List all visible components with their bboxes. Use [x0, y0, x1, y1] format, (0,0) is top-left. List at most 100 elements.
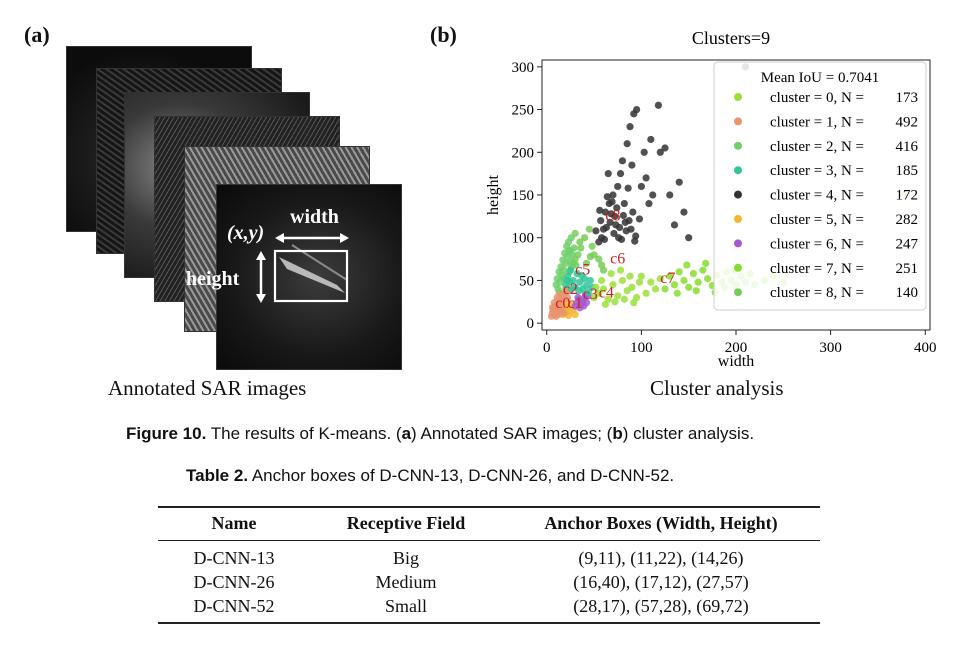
scatter-point [601, 208, 610, 216]
scatter-point [615, 234, 623, 242]
scatter-point [601, 300, 610, 308]
scatter-point [588, 242, 596, 250]
figure-caption-a: a [401, 424, 412, 443]
scatter-point [559, 256, 567, 264]
scatter-point [626, 272, 634, 280]
legend-marker [734, 141, 742, 150]
y-tick-label: 200 [512, 145, 535, 161]
legend-entry-count: 251 [896, 261, 919, 277]
scatter-point [640, 148, 648, 156]
figure-caption-text-2: ) Annotated SAR images; ( [411, 424, 613, 443]
cell-anchor-boxes: (16,40), (17,12), (27,57) [573, 572, 749, 592]
scatter-point [630, 299, 638, 307]
x-tick-label: 300 [819, 340, 842, 356]
legend-entry-label: cluster = 2, N = [770, 139, 864, 155]
scatter-point [683, 261, 691, 269]
x-axis-label: width [718, 353, 754, 370]
scatter-point [631, 237, 639, 245]
figure-caption-text-3: ) cluster analysis. [622, 424, 755, 443]
legend-marker [734, 239, 742, 248]
x-tick-label: 100 [630, 340, 653, 356]
scatter-point [595, 289, 603, 297]
scatter-point [675, 178, 683, 186]
scatter-point [612, 221, 620, 229]
scatter-point [635, 278, 644, 286]
x-tick-label: 200 [725, 340, 748, 356]
legend-entry-count: 416 [896, 139, 919, 155]
scatter-point [563, 293, 572, 302]
scatter-point [558, 302, 566, 310]
scatter-point [623, 140, 631, 148]
scatter-point [628, 161, 636, 169]
scatter-point [685, 234, 693, 242]
table-row: D-CNN-26 Medium (16,40), (17,12), (27,57… [158, 570, 820, 594]
scatter-point [590, 293, 598, 302]
scatter-point [647, 278, 655, 286]
legend-entry-count: 282 [896, 212, 919, 228]
scatter-point [568, 251, 576, 259]
legend-marker [734, 166, 742, 175]
y-axis-label: height [485, 174, 502, 215]
legend-marker [734, 117, 742, 126]
scatter-point [618, 157, 627, 165]
height-arrow-top-head [256, 251, 266, 260]
scatter-point [642, 174, 650, 182]
x-axis: 0 100 200 300 400 [543, 330, 937, 356]
x-tick-label: 400 [914, 340, 937, 356]
width-arrow-right-head [340, 233, 349, 243]
centroid-label: c8 [605, 208, 620, 225]
scatter-point [592, 283, 600, 291]
scatter-point [585, 225, 593, 233]
scatter-point [645, 199, 653, 208]
scatter-point [577, 244, 585, 252]
legend-entry-count: 185 [896, 163, 919, 179]
table-caption-label: Table 2. [186, 466, 249, 485]
header-anchor-boxes: Anchor Boxes (Width, Height) [502, 507, 820, 541]
x-tick-label: 0 [543, 340, 551, 356]
scatter-point [574, 251, 582, 259]
legend-entry-label: cluster = 7, N = [770, 261, 864, 277]
cell-receptive-field: Small [384, 596, 427, 616]
scatter-point [599, 285, 608, 293]
scatter-point [574, 293, 582, 302]
bounding-box [273, 249, 349, 303]
scatter-point [651, 285, 660, 293]
sar-annotation-overlay [256, 233, 349, 303]
scatter-point [624, 184, 632, 192]
scatter-point [620, 199, 628, 208]
scatter-point [600, 235, 609, 244]
scatter-point [578, 271, 586, 279]
sar-image-6 [216, 184, 402, 370]
scatter-point [621, 218, 629, 226]
scatter-point [560, 309, 568, 317]
scatter-point [582, 259, 591, 267]
centroid-label: c3 [583, 286, 598, 303]
y-tick-label: 300 [512, 60, 535, 76]
centroid-label: c4 [599, 285, 614, 302]
header-name: Name [158, 507, 310, 541]
scatter-point [614, 182, 622, 191]
scatter-point [647, 135, 655, 144]
scatter-point [675, 268, 683, 276]
legend-marker [734, 288, 742, 297]
legend-entry-label: cluster = 6, N = [770, 236, 864, 252]
xy-label: (x,y) [227, 222, 265, 244]
table-header-row: Name Receptive Field Anchor Boxes (Width… [158, 507, 820, 541]
scatter-point [567, 234, 575, 242]
y-tick-label: 150 [512, 188, 535, 204]
scatter-point [618, 276, 627, 285]
scatter-point [609, 191, 617, 199]
y-axis: 0 50 100 150 200 250 300 [512, 60, 542, 332]
scatter-point [626, 123, 634, 131]
scatter-point [603, 193, 611, 201]
scatter-point [598, 276, 606, 285]
legend-entry-label: cluster = 5, N = [770, 212, 864, 228]
table-row: D-CNN-52 Small (28,17), (57,28), (69,72) [158, 594, 820, 623]
width-arrow-left-head [275, 233, 284, 243]
header-receptive-field: Receptive Field [310, 507, 502, 541]
height-arrow-bottom-head [256, 294, 266, 303]
centroid-label: c7 [660, 270, 675, 287]
scatter-point [637, 272, 645, 280]
scatter-point [673, 289, 681, 297]
figure-caption-label: Figure 10. [126, 424, 207, 443]
